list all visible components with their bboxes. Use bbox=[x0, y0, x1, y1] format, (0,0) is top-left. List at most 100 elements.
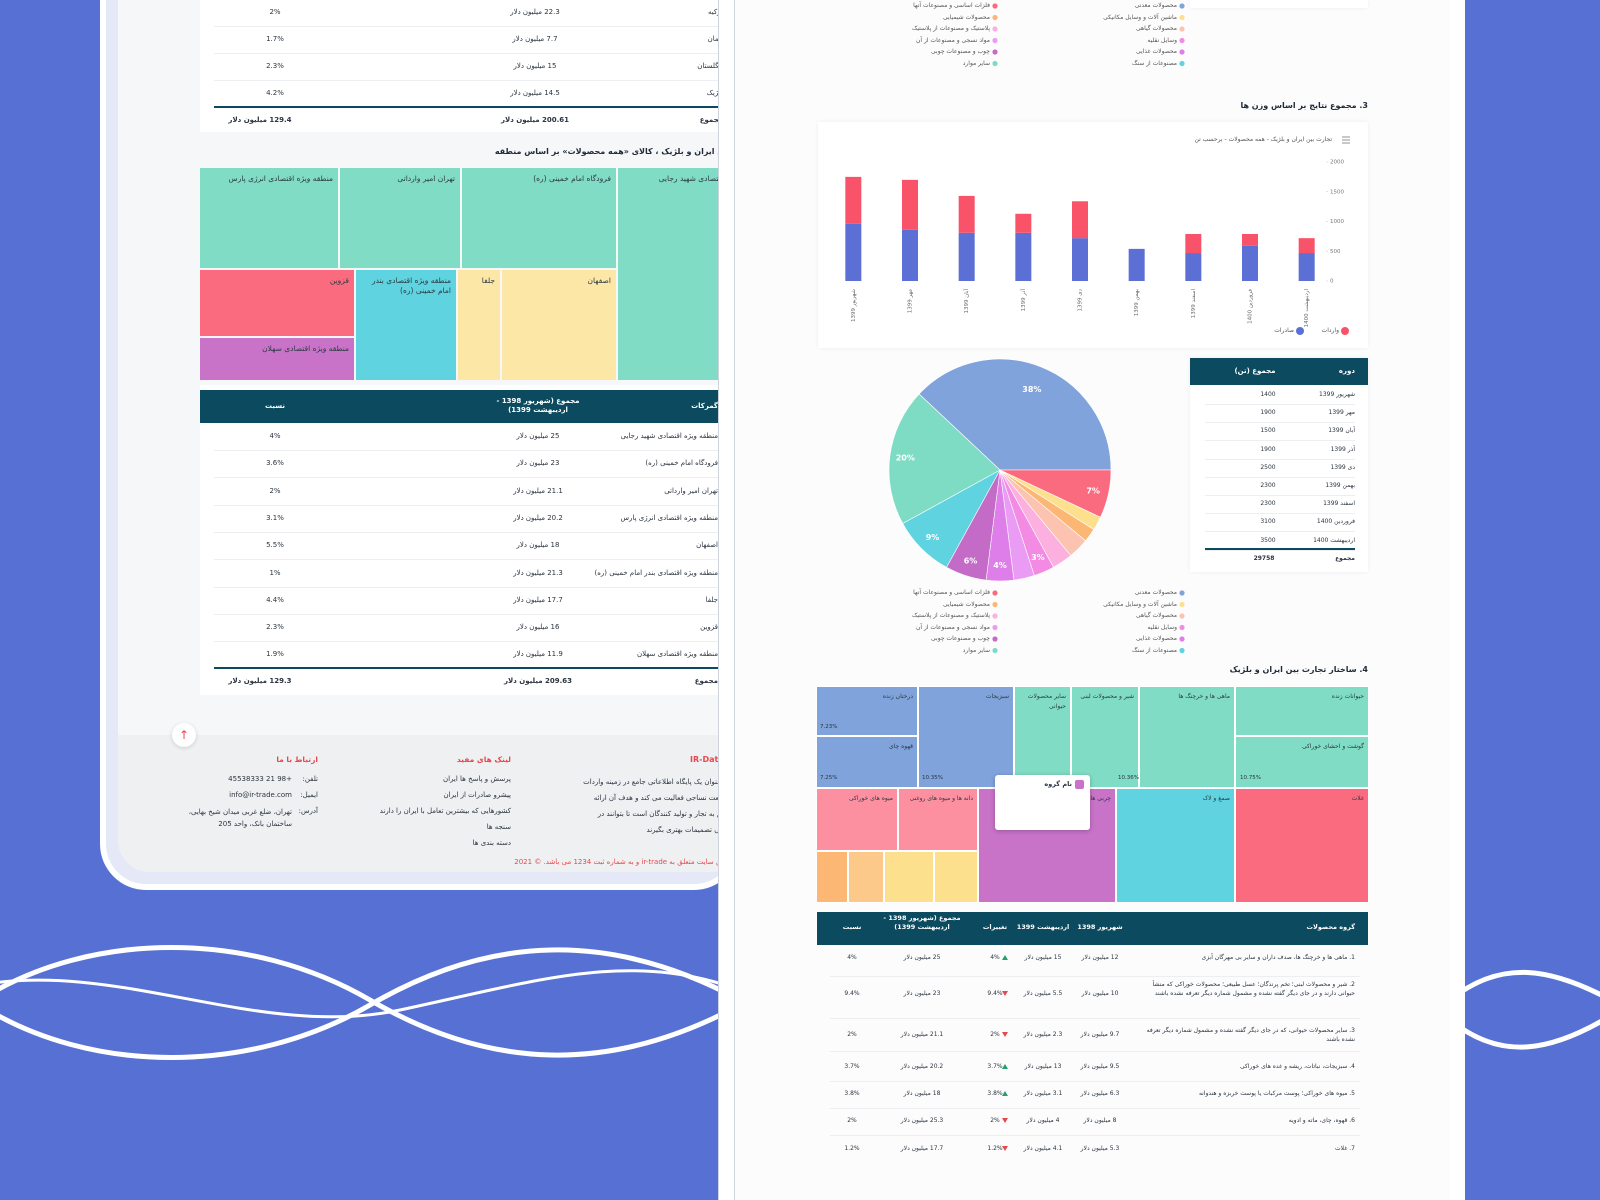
row-divider bbox=[830, 1051, 1360, 1052]
table-cell: 3.7% bbox=[987, 1063, 1003, 1070]
table-cell: 23 میلیون دلار bbox=[903, 990, 941, 997]
bar-segment bbox=[958, 232, 975, 281]
wave bbox=[0, 969, 741, 1019]
legend-label: محصولات گیاهی bbox=[1135, 25, 1177, 32]
wave bbox=[0, 947, 742, 1060]
row-divider bbox=[214, 80, 735, 81]
period-total: 1500 bbox=[1260, 427, 1276, 435]
legend-marker bbox=[992, 3, 998, 9]
table-cell: 25.3 میلیون دلار bbox=[900, 1117, 944, 1124]
customs-name: جلفا bbox=[705, 595, 718, 604]
trend-arrow bbox=[1002, 1146, 1008, 1151]
column-header: تغییرات bbox=[982, 923, 1008, 931]
row-divider bbox=[214, 667, 735, 669]
row-divider bbox=[1205, 422, 1355, 424]
row-divider bbox=[214, 107, 735, 108]
legend-label: سایر موارد bbox=[962, 646, 990, 654]
legend-label: چوب و مصنوعات چوبی bbox=[931, 635, 990, 642]
treemap-label: دانه ها و میوه های روغنی bbox=[909, 795, 973, 802]
column-header: گروه محصولات bbox=[1306, 923, 1355, 931]
bar-segment bbox=[1298, 253, 1315, 281]
treemap-percent: 10.36% bbox=[1118, 775, 1139, 781]
treemap-label: قزوین bbox=[329, 276, 349, 285]
treemap-cell: منطقه ویژه اقتصادی شهید رجایی bbox=[618, 168, 735, 380]
treemap-label: صمغ و لاک bbox=[1202, 795, 1230, 802]
legend-marker bbox=[992, 49, 998, 55]
row-divider bbox=[1205, 549, 1355, 551]
table-cell: 10 میلیون دلار bbox=[1081, 990, 1119, 997]
left-screen: ↑ ترکیه 22.3 میلیون دلار 2% آلمان 7.7 میلیون… bbox=[118, 0, 735, 872]
table-cell: 12 میلیون دلار bbox=[1081, 954, 1119, 961]
treemap-cell: سبزیجات bbox=[918, 686, 1014, 788]
total-value: 200.61 میلیون دلار bbox=[501, 116, 569, 124]
column-header: دوره bbox=[1338, 367, 1355, 375]
row-divider bbox=[1205, 495, 1355, 496]
row-divider bbox=[214, 26, 735, 27]
total-label: مجموع bbox=[694, 677, 718, 685]
product-group: 7. غلات bbox=[1334, 1145, 1355, 1152]
legend-label: فلزات اساسی و مصنوعات آنها bbox=[913, 589, 990, 596]
row-divider bbox=[214, 53, 735, 54]
pie-label: 6% bbox=[964, 556, 978, 565]
legend-marker bbox=[1179, 647, 1185, 654]
treemap-cell bbox=[848, 851, 884, 903]
table-header bbox=[200, 390, 735, 423]
product-group: 4. سبزیجات، نباتات، ریشه و غده های خوراک… bbox=[1240, 1063, 1355, 1070]
total-value: 129.3 میلیون دلار bbox=[228, 677, 292, 685]
wave bbox=[0, 945, 742, 1058]
share: 3.6% bbox=[266, 459, 284, 468]
column-header: مجموع (تن) bbox=[1234, 367, 1276, 375]
treemap-label: شیر و محصولات لبنی bbox=[1080, 693, 1134, 700]
legend-label: مواد نسجی و مصنوعات از آن bbox=[915, 36, 990, 44]
scroll-top-button[interactable]: ↑ bbox=[172, 723, 196, 747]
table-cell: 25 میلیون دلار bbox=[903, 954, 941, 961]
treemap-cell bbox=[884, 851, 934, 903]
share: 2.3% bbox=[266, 623, 284, 632]
row-divider bbox=[1205, 476, 1355, 478]
treemap-cell: منطقه ویژه اقتصادی انرژی پارس bbox=[200, 168, 338, 268]
bar-segment bbox=[1072, 238, 1088, 281]
bar-segment bbox=[1298, 238, 1315, 254]
period-name: دی 1399 bbox=[1330, 463, 1355, 471]
legend-label: محصولات معدنی bbox=[1134, 589, 1177, 596]
legend-marker bbox=[1179, 590, 1185, 596]
country-name: آلمان bbox=[707, 35, 723, 43]
treemap-label: سایر محصولات حیوانی bbox=[1027, 693, 1066, 710]
period-name: مهر 1399 bbox=[1328, 409, 1355, 417]
trend-arrow bbox=[1002, 1032, 1008, 1037]
legend-label: محصولات غذایی bbox=[1136, 635, 1177, 642]
treemap-cell: ماهی ها و خرچنگ ها bbox=[1139, 686, 1235, 788]
legend-marker bbox=[992, 636, 998, 642]
treemap-label: گوشت و احشای خوراکی bbox=[1302, 743, 1364, 750]
customs-name: منطقه ویژه اقتصادی بندر امام خمینی (ره) bbox=[594, 568, 718, 577]
contact-label: تلفن: bbox=[302, 775, 319, 783]
bar-segment bbox=[958, 195, 975, 233]
table-cell: 20.2 میلیون دلار bbox=[900, 1063, 944, 1070]
legend-label: ماشین آلات و وسایل مکانیکی bbox=[1103, 13, 1177, 21]
table-cell: 18 میلیون دلار bbox=[903, 1090, 941, 1097]
bar-segment bbox=[1185, 253, 1202, 281]
table-cell: 2% bbox=[990, 1031, 1000, 1038]
table-cell: 4% bbox=[847, 954, 857, 961]
bar-segment bbox=[1242, 233, 1258, 246]
y-tick-label: 2000 bbox=[1330, 160, 1344, 166]
footer bbox=[118, 735, 735, 872]
contact-value: تهران، ضلع غربی میدان شیخ بهایی، ساختمان… bbox=[188, 808, 292, 828]
row-divider bbox=[214, 106, 735, 108]
wave bbox=[1448, 970, 1600, 1002]
table-header bbox=[817, 912, 1368, 945]
legend-marker bbox=[1179, 613, 1185, 619]
wave bbox=[1448, 1018, 1600, 1050]
legend-label: محصولات گیاهی bbox=[1135, 612, 1177, 619]
device-frame bbox=[718, 0, 735, 1200]
y-tick-label: 1000 bbox=[1330, 219, 1344, 225]
row-divider bbox=[830, 1135, 1360, 1136]
treemap-cell: دانه ها و میوه های روغنی bbox=[898, 788, 978, 851]
x-tick-label: بهمن 1399 bbox=[1134, 289, 1140, 317]
contact-value: +98 21 45538333 bbox=[228, 775, 292, 783]
table-cell: 6.3 میلیون دلار bbox=[1080, 1090, 1120, 1097]
share: 4% bbox=[269, 432, 281, 440]
x-tick-label: مهر 1399 bbox=[908, 289, 914, 313]
legend-label: محصولات شیمیایی bbox=[943, 600, 990, 608]
